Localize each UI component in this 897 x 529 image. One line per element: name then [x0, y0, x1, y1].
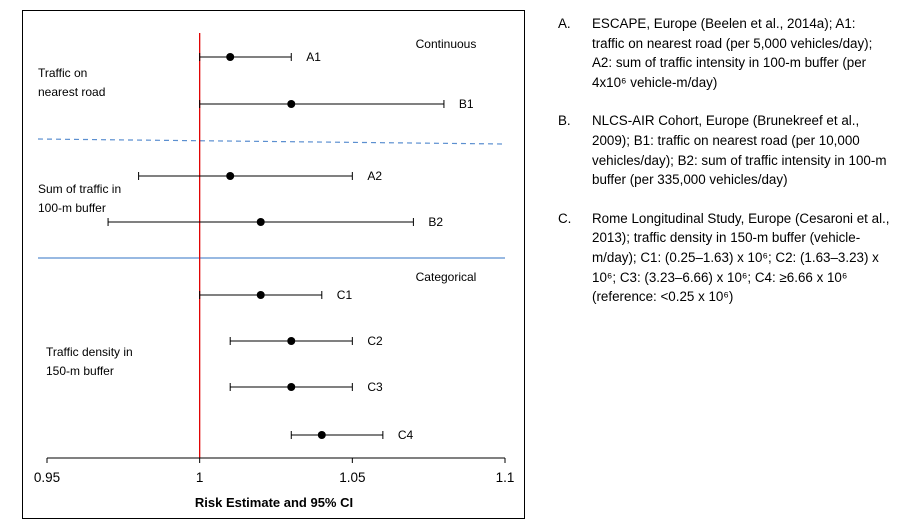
- estimate-label: C1: [337, 288, 353, 302]
- legend-letter: C.: [558, 210, 572, 226]
- legend-letter: B.: [558, 113, 571, 129]
- estimate-label: A1: [306, 50, 321, 64]
- group-label: nearest road: [38, 85, 105, 99]
- estimate-point: [287, 383, 296, 391]
- forest-plot: Continuous Categorical Traffic on nearest r…: [22, 10, 525, 519]
- x-tick-label: 1.1: [496, 470, 515, 485]
- legend-text: Rome Longitudinal Study, Europe (Cesaron…: [592, 210, 890, 305]
- x-tick-label: 1: [196, 470, 204, 485]
- group-label: Sum of traffic in: [38, 182, 121, 196]
- group-label: 150-m buffer: [46, 364, 114, 378]
- legend-item-c: C. Rome Longitudinal Study, Europe (Cesa…: [558, 209, 890, 307]
- group-label: Traffic density in: [46, 345, 133, 359]
- group-label: Traffic on: [38, 66, 87, 80]
- legend-item-b: B. NLCS-AIR Cohort, Europe (Brunekreef e…: [558, 111, 890, 189]
- x-tick-label: 1.05: [339, 470, 365, 485]
- estimate-label: B1: [459, 97, 474, 111]
- estimate-label: C2: [367, 334, 383, 348]
- figure-legend: A. ESCAPE, Europe (Beelen et al., 2014a)…: [558, 14, 890, 326]
- estimate-point: [226, 172, 235, 180]
- estimate-point: [287, 337, 296, 345]
- estimate-point: [287, 100, 296, 108]
- legend-letter: A.: [558, 16, 571, 31]
- group-label: 100-m buffer: [38, 201, 106, 215]
- estimate-label: B2: [428, 215, 443, 229]
- estimate-point: [226, 53, 235, 61]
- estimate-point: [317, 431, 326, 439]
- estimate-point: [256, 218, 265, 226]
- legend-item-a: A. ESCAPE, Europe (Beelen et al., 2014a)…: [558, 14, 890, 92]
- legend-text: ESCAPE, Europe (Beelen et al., 2014a); A…: [592, 16, 873, 90]
- estimate-label: C4: [398, 428, 414, 442]
- x-tick-label: 0.95: [34, 470, 60, 485]
- legend-text: NLCS-AIR Cohort, Europe (Brunekreef et a…: [592, 113, 887, 188]
- section-label: Categorical: [416, 270, 477, 284]
- plot-frame: [22, 10, 525, 519]
- section-label: Continuous: [416, 37, 477, 51]
- estimate-point: [256, 291, 265, 299]
- estimate-label: A2: [367, 169, 382, 183]
- dashed-separator: [37, 138, 506, 145]
- x-axis-label: Risk Estimate and 95% CI: [195, 495, 353, 510]
- estimate-label: C3: [367, 380, 383, 394]
